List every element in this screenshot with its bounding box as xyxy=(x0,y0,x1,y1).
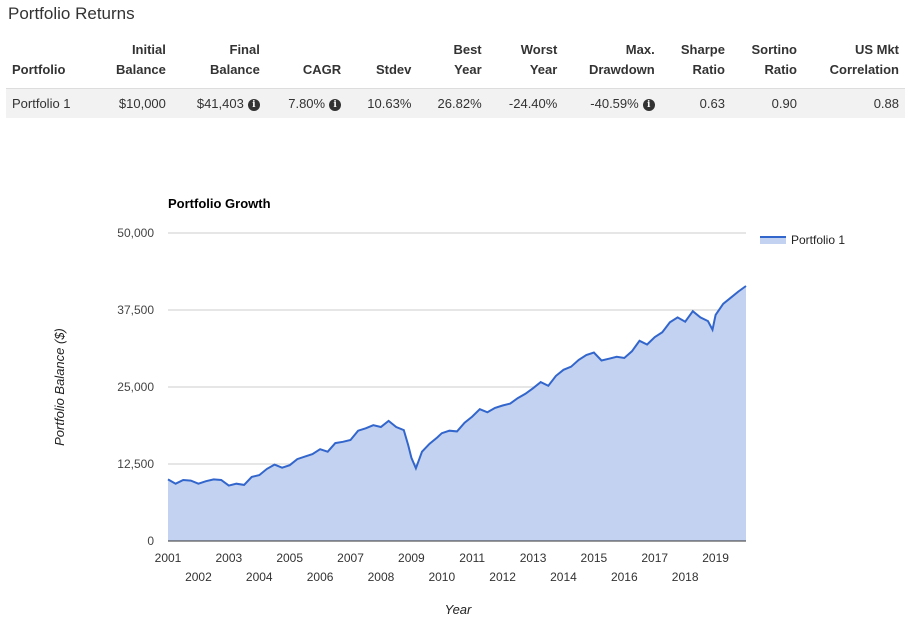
series-line-portfolio-1[interactable] xyxy=(167,285,747,487)
x-tick-label: 2003 xyxy=(215,551,242,565)
x-tick-label: 2006 xyxy=(307,570,334,584)
col-header-portfolio: Portfolio xyxy=(12,62,66,77)
portfolio-returns-table: Portfolio Initial Balance Final Balance CA… xyxy=(6,37,905,118)
x-tick-label: 2008 xyxy=(368,570,395,584)
section-title: Portfolio Returns xyxy=(8,4,135,23)
series-area-portfolio-1 xyxy=(168,286,746,541)
cell-sharpe: 0.63 xyxy=(699,96,725,111)
cell-initial-balance: $10,000 xyxy=(118,96,166,111)
table-row: Portfolio 1 $10,000 $41,403 i 7.80% i 10.6… xyxy=(6,88,905,119)
cell-sortino: 0.90 xyxy=(771,96,797,111)
x-tick-label: 2017 xyxy=(641,551,668,565)
col-header-stdev: Stdev xyxy=(375,62,412,77)
cell-us-mkt-correlation: 0.88 xyxy=(873,96,899,111)
info-circle-icon[interactable]: i xyxy=(247,99,260,111)
col-header-worst-year: Worst Year xyxy=(520,42,558,77)
x-tick-label: 2010 xyxy=(428,570,455,584)
x-axis-label: Year xyxy=(445,602,472,617)
x-tick-label: 2019 xyxy=(702,551,729,565)
x-tick-label: 2007 xyxy=(337,551,364,565)
info-circle-icon[interactable]: i xyxy=(329,99,342,111)
col-header-initial-balance: Initial Balance xyxy=(116,42,166,77)
y-tick-label: 50,000 xyxy=(117,226,154,240)
x-tick-label: 2002 xyxy=(185,570,212,584)
x-tick-label: 2011 xyxy=(459,551,485,565)
y-tick-label: 12,500 xyxy=(117,457,154,471)
x-axis-ticks: 2001 2003 2005 2007 2009 2011 2013 2015 2017 2019… xyxy=(155,551,730,584)
col-header-sortino: Sortino Ratio xyxy=(751,42,797,77)
x-tick-label: 2016 xyxy=(611,570,638,584)
chart-title: Portfolio Growth xyxy=(168,196,271,211)
legend-swatch xyxy=(760,236,786,244)
legend-label-portfolio-1: Portfolio 1 xyxy=(791,233,845,247)
col-header-max-drawdown: Max. Drawdown xyxy=(588,42,655,77)
cell-final-balance: $41,403 i xyxy=(172,89,266,119)
legend[interactable]: Portfolio 1 xyxy=(760,233,845,247)
table-header-row: Portfolio Initial Balance Final Balance CA… xyxy=(6,37,905,89)
col-header-best-year: Best Year xyxy=(453,42,482,77)
cell-cagr: 7.80% i xyxy=(266,89,347,119)
cell-stdev: 10.63% xyxy=(367,96,412,111)
cell-worst-year: -24.40% xyxy=(508,96,558,111)
x-tick-label: 2013 xyxy=(520,551,547,565)
x-tick-label: 2004 xyxy=(246,570,273,584)
y-axis-label: Portfolio Balance ($) xyxy=(52,328,67,446)
y-axis-ticks: 0 12,500 25,000 37,500 50,000 xyxy=(117,226,154,548)
info-circle-icon[interactable]: i xyxy=(642,99,655,111)
x-tick-label: 2005 xyxy=(276,551,303,565)
col-header-sharpe: Sharpe Ratio xyxy=(680,42,725,77)
cell-best-year: 26.82% xyxy=(437,96,482,111)
y-tick-label: 0 xyxy=(147,534,154,548)
cell-max-drawdown: -40.59% i xyxy=(563,89,660,119)
y-tick-label: 37,500 xyxy=(117,303,154,317)
x-tick-label: 2012 xyxy=(489,570,516,584)
x-tick-label: 2014 xyxy=(550,570,577,584)
col-header-us-mkt-correlation: US Mkt Correlation xyxy=(829,42,899,77)
cell-portfolio: Portfolio 1 xyxy=(12,96,71,111)
x-tick-label: 2001 xyxy=(155,551,182,565)
x-tick-label: 2009 xyxy=(398,551,425,565)
x-tick-label: 2015 xyxy=(581,551,608,565)
x-tick-label: 2018 xyxy=(672,570,699,584)
col-header-cagr: CAGR xyxy=(302,62,342,77)
col-header-final-balance: Final Balance xyxy=(209,42,260,77)
y-tick-label: 25,000 xyxy=(117,380,154,394)
